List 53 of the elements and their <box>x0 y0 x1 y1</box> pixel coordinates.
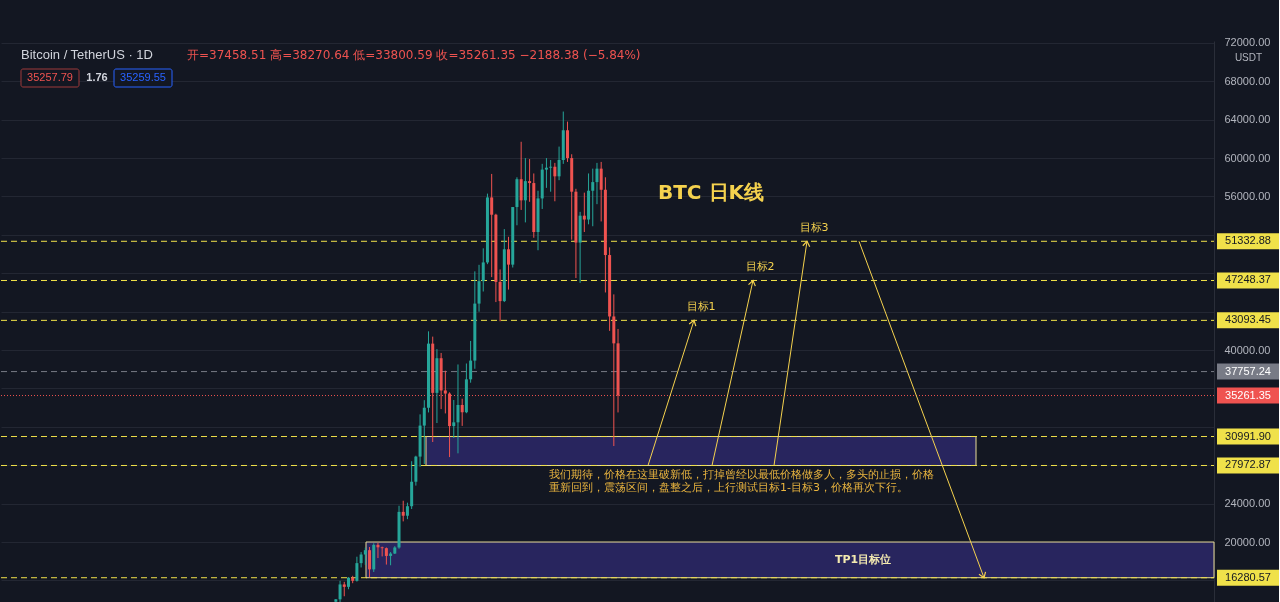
ref-line-label: 27972.87 <box>1225 458 1271 471</box>
candlestick <box>544 157 548 189</box>
candlestick <box>477 264 481 313</box>
y-axis-title: USDT <box>1234 51 1263 63</box>
candlestick <box>557 146 561 181</box>
candlestick <box>523 157 527 223</box>
candlestick <box>460 398 464 427</box>
band-label: TP1目标位 <box>834 552 892 566</box>
candlestick <box>490 173 494 278</box>
candlestick <box>401 500 405 522</box>
y-tick-label: 64000.00 <box>1224 113 1271 126</box>
candlestick <box>456 363 460 454</box>
text: 开=37458.51 高=38270.64 低=33800.59 收=35261.35 −2188.38 (−5.84%) <box>187 48 641 62</box>
y-tick-label: 72000.00 <box>1224 36 1271 49</box>
annotation: 目标3 <box>799 221 829 235</box>
candlestick <box>528 158 532 203</box>
candlestick <box>553 162 557 202</box>
annotation: 1.76 <box>86 71 108 83</box>
annotation: 35259.55 <box>120 71 166 83</box>
y-tick-label: 40000.00 <box>1224 343 1271 356</box>
candlestick <box>469 340 473 384</box>
annotation: 我们期待，价格在这里破新低，打掉曾经以最低价格做多人，多头的止损，价格重新回到，震荡区间，盘整之后，上行测试目标1-目标3，价格再次下行。 <box>549 468 934 494</box>
text: Bitcoin / TetherUS · 1D <box>21 47 153 62</box>
ref-line-label: 16280.57 <box>1225 570 1271 583</box>
candlestick <box>591 168 595 227</box>
candlestick <box>549 159 553 193</box>
candlestick <box>422 399 426 465</box>
ref-line-label: 37757.24 <box>1225 364 1271 377</box>
y-tick-label: 24000.00 <box>1224 497 1271 510</box>
annotation: 35257.79 <box>27 71 73 83</box>
candlestick <box>355 556 359 583</box>
ref-line-label: 47248.37 <box>1225 273 1271 286</box>
candlestick <box>368 546 372 578</box>
y-tick-label: 60000.00 <box>1224 151 1271 164</box>
y-tick-label: 20000.00 <box>1224 535 1271 548</box>
candlestick <box>452 399 456 439</box>
annotation: 目标1 <box>686 300 716 314</box>
candlestick <box>595 162 599 205</box>
ref-line-label: 51332.88 <box>1225 234 1271 247</box>
ref-line-label: 35261.35 <box>1225 388 1271 401</box>
annotation: 目标2 <box>745 260 775 274</box>
candlestick <box>507 236 511 291</box>
y-tick-label: 56000.00 <box>1224 189 1271 202</box>
candlestick <box>443 370 447 414</box>
ref-line-label: 43093.45 <box>1225 313 1271 326</box>
candlestick <box>599 161 603 222</box>
candlestick <box>498 268 502 322</box>
candlestick <box>519 141 523 211</box>
annotation: BTC 日K线 <box>657 180 765 204</box>
candlestick <box>481 247 485 293</box>
y-tick-label: 68000.00 <box>1224 74 1271 87</box>
candlestick <box>582 192 586 233</box>
ref-line-label: 30991.90 <box>1225 429 1271 442</box>
